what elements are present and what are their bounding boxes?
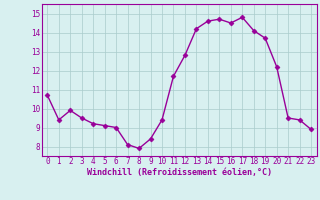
X-axis label: Windchill (Refroidissement éolien,°C): Windchill (Refroidissement éolien,°C)	[87, 168, 272, 177]
